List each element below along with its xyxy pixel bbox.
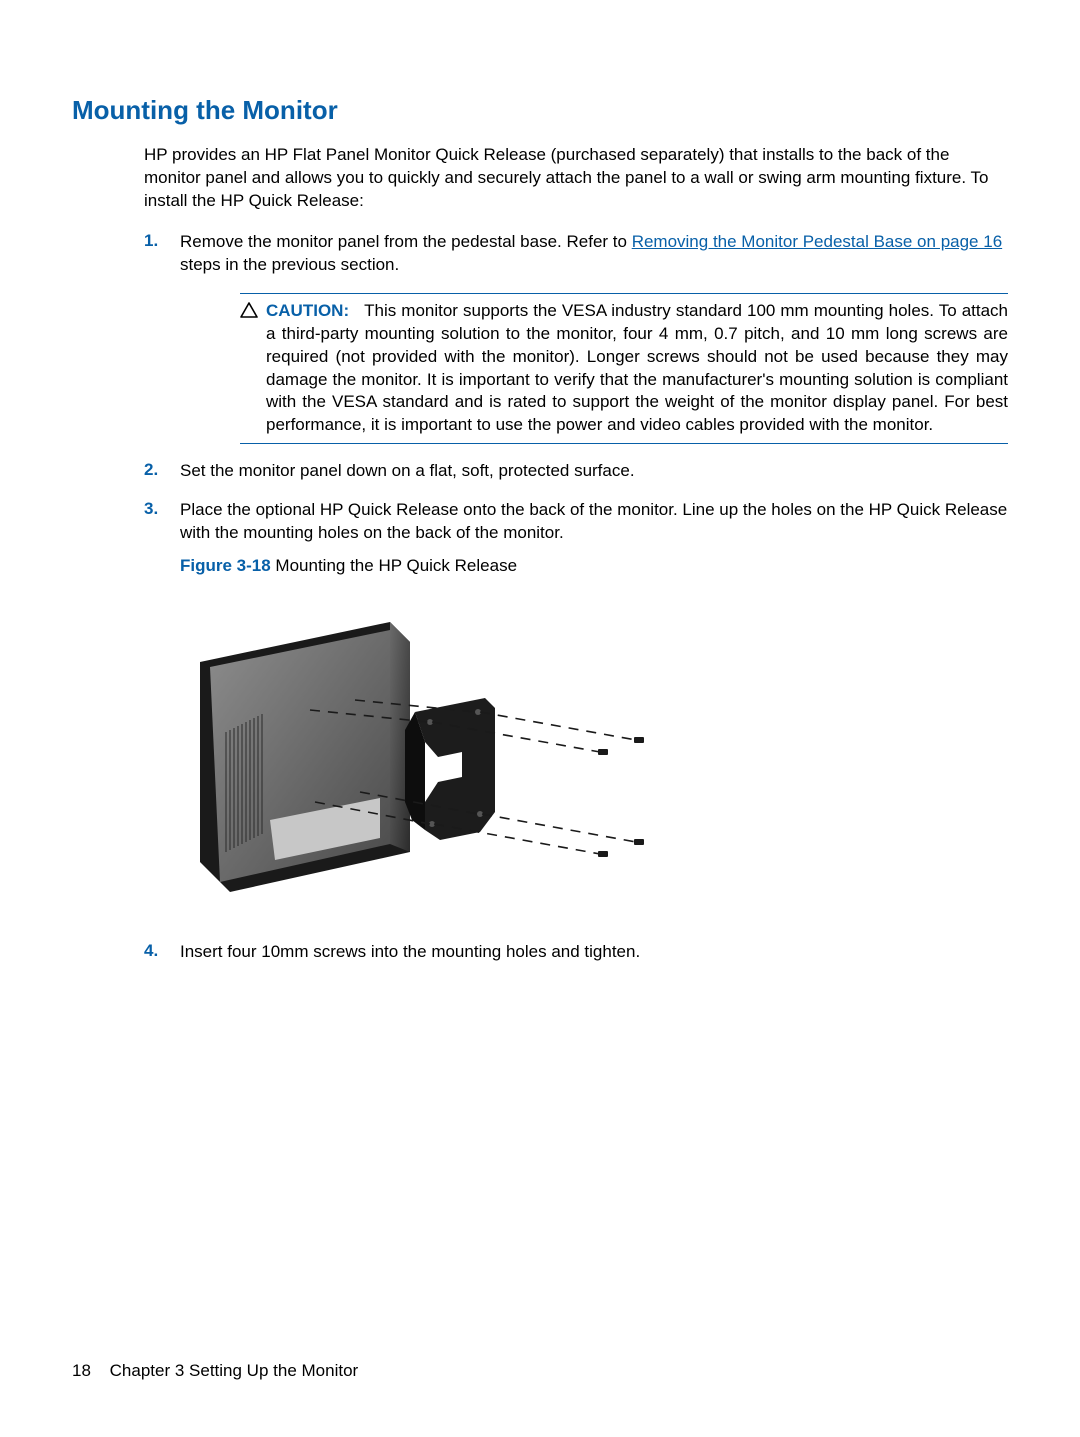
step-list-cont: 4. Insert four 10mm screws into the moun… [144, 941, 1008, 964]
step-4: 4. Insert four 10mm screws into the moun… [144, 941, 1008, 964]
step-body: Set the monitor panel down on a flat, so… [180, 460, 1008, 483]
step-body: Place the optional HP Quick Release onto… [180, 499, 1008, 578]
step-body: Remove the monitor panel from the pedest… [180, 231, 1008, 277]
caution-box: CAUTION: This monitor supports the VESA … [240, 293, 1008, 445]
step-number: 4. [144, 941, 180, 964]
step-1-pre: Remove the monitor panel from the pedest… [180, 232, 632, 251]
page-number: 18 [72, 1361, 91, 1380]
step-number: 2. [144, 460, 180, 483]
step-3: 3. Place the optional HP Quick Release o… [144, 499, 1008, 578]
caution-icon [240, 300, 266, 438]
step-3-text: Place the optional HP Quick Release onto… [180, 500, 1007, 542]
caution-text: CAUTION: This monitor supports the VESA … [266, 300, 1008, 438]
intro-paragraph: HP provides an HP Flat Panel Monitor Qui… [144, 144, 1008, 213]
caution-body: This monitor supports the VESA industry … [266, 301, 1008, 435]
section-title: Mounting the Monitor [72, 95, 1008, 126]
step-list: 1. Remove the monitor panel from the ped… [144, 231, 1008, 578]
step-number: 3. [144, 499, 180, 578]
figure-caption: Mounting the HP Quick Release [271, 556, 517, 575]
step-body: Insert four 10mm screws into the mountin… [180, 941, 1008, 964]
pedestal-base-link[interactable]: Removing the Monitor Pedestal Base on pa… [632, 232, 1002, 251]
step-2: 2. Set the monitor panel down on a flat,… [144, 460, 1008, 483]
chapter-label: Chapter 3 Setting Up the Monitor [110, 1361, 359, 1380]
mounting-illustration [180, 602, 660, 912]
caution-label: CAUTION: [266, 301, 349, 320]
figure-label: Figure 3-18 Mounting the HP Quick Releas… [180, 555, 1008, 578]
figure-3-18 [180, 602, 1008, 917]
figure-number: Figure 3-18 [180, 556, 271, 575]
page-footer: 18 Chapter 3 Setting Up the Monitor [72, 1361, 358, 1381]
step-1-post: steps in the previous section. [180, 255, 399, 274]
step-number: 1. [144, 231, 180, 277]
step-1: 1. Remove the monitor panel from the ped… [144, 231, 1008, 277]
